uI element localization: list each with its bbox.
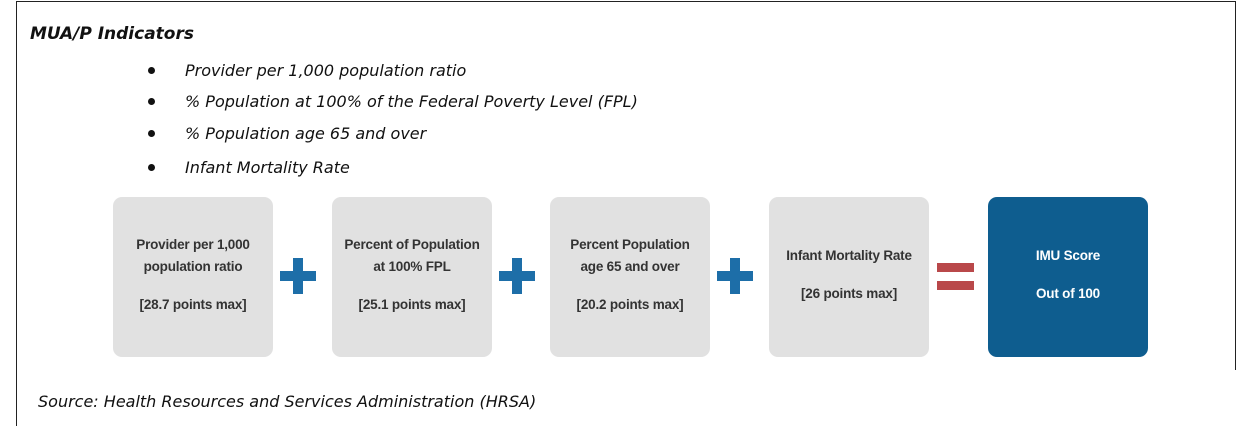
title: MUA/P Indicators (30, 24, 194, 44)
box-label: population ratio (143, 259, 243, 274)
box: Percent of Population at 100% FPL [25.1 po… (332, 197, 492, 357)
box: Infant Mortality Rate [26 points max] (769, 197, 929, 357)
box-points: [20.2 points max] (576, 297, 684, 312)
box-label: IMU Score (1035, 248, 1101, 263)
indicator-text: % Population age 65 and over (185, 124, 427, 143)
box-points: [26 points max] (800, 286, 898, 301)
indicator-text: % Population at 100% of the Federal Pove… (185, 92, 638, 111)
box: Percent Population age 65 and over [20.2 p… (550, 197, 710, 357)
box-label: at 100% FPL (373, 259, 451, 274)
box-label: Percent Population (570, 237, 690, 252)
frame (16, 1, 1236, 370)
box: IMU Score Out of 100 (988, 197, 1148, 357)
box-points: [25.1 points max] (358, 297, 466, 312)
bullet (148, 98, 155, 105)
plus-sign (499, 258, 535, 294)
box-points: Out of 100 (1035, 286, 1100, 301)
box-label: age 65 and over (580, 259, 680, 274)
plus-sign (717, 258, 753, 294)
box-points: [28.7 points max] (139, 297, 247, 312)
bullet (148, 164, 155, 171)
box-label: Infant Mortality Rate (786, 248, 912, 263)
box: Provider per 1,000 population ratio [28.7 … (113, 197, 273, 357)
box-label: Provider per 1,000 (136, 237, 250, 252)
indicator-text: Provider per 1,000 population ratio (185, 61, 467, 80)
source: Source: Health Resources and Services Ad… (38, 392, 537, 411)
bullet (148, 130, 155, 137)
plus-sign (280, 258, 316, 294)
frame-line (16, 369, 17, 426)
equals-sign (937, 263, 974, 290)
box-label: Percent of Population (344, 237, 480, 252)
indicator-text: Infant Mortality Rate (185, 158, 350, 177)
bullet (148, 67, 155, 74)
